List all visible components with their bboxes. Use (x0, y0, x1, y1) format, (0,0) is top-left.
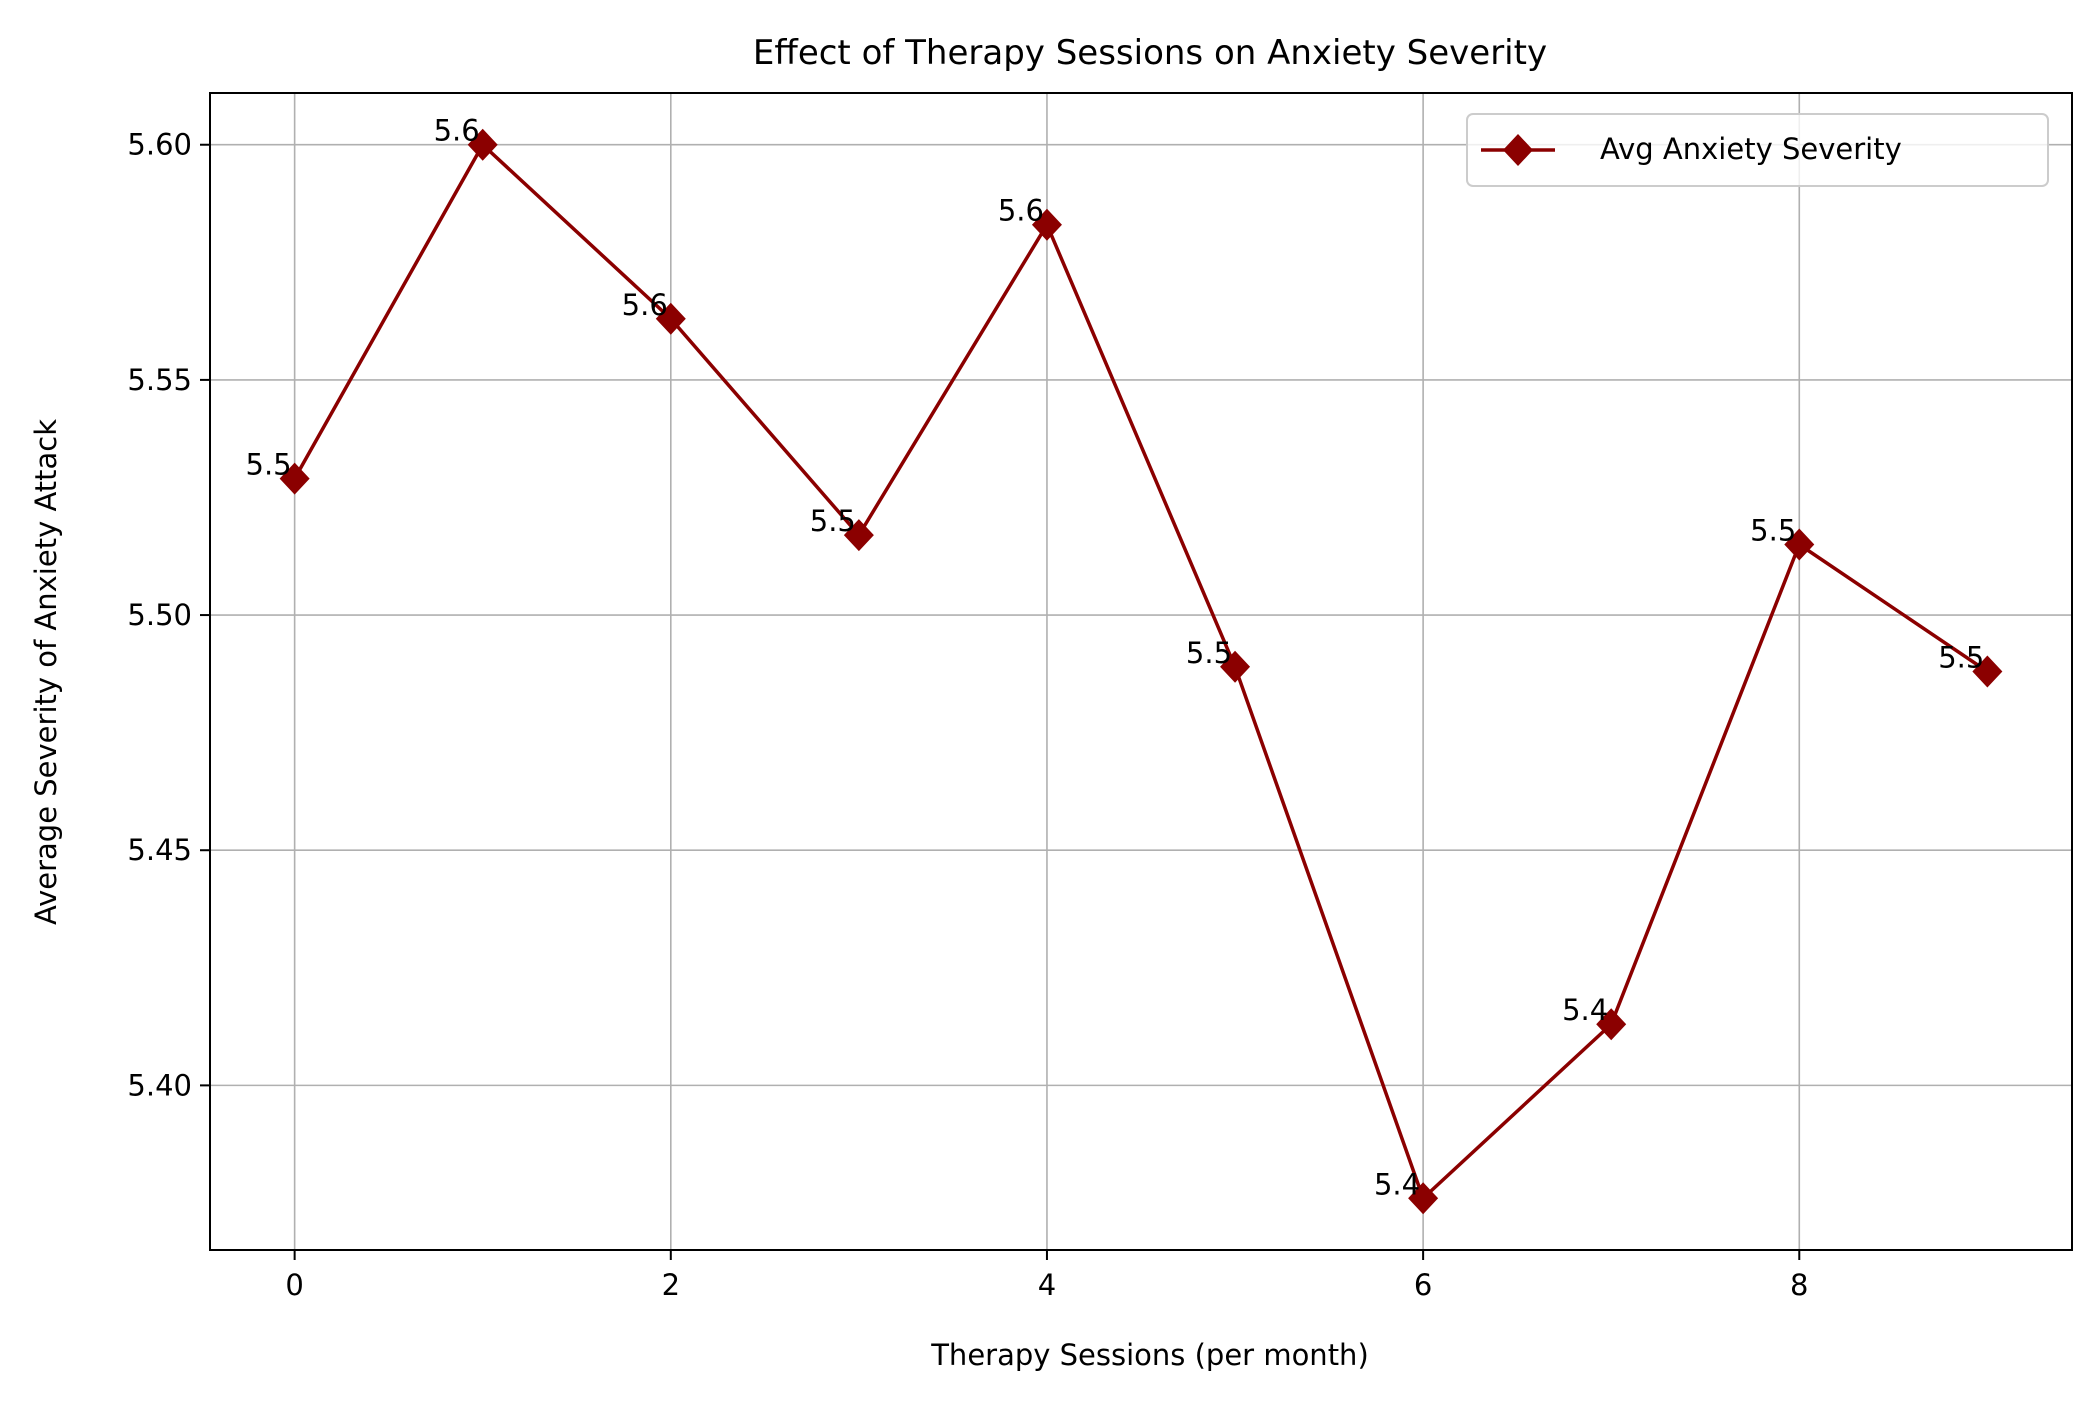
axis-ticks: 0 2 4 6 8 5.40 5.45 5.50 5.55 5.60 (127, 128, 1808, 1302)
data-point-label: 5.4 (1562, 993, 1608, 1027)
legend-entry-label: Avg Anxiety Severity (1600, 132, 1902, 166)
data-point-marker (843, 519, 874, 552)
data-point-label: 5.6 (622, 288, 668, 322)
series-line (293, 142, 1989, 1201)
y-tick-label: 5.45 (127, 833, 192, 867)
y-axis-title: Average Severity of Anxiety Attack (29, 419, 63, 925)
data-point-marker (279, 462, 310, 495)
series-layer: 5.5 5.6 5.6 5.5 5.6 5.5 5.4 5.4 5.5 5.5 (246, 114, 2003, 1215)
y-tick-label: 5.40 (127, 1068, 192, 1102)
chart-title: Effect of Therapy Sessions on Anxiety Se… (753, 33, 1547, 73)
data-point-label: 5.6 (998, 194, 1044, 228)
plot-area-frame (209, 92, 2073, 1251)
data-point-marker (1784, 528, 1815, 561)
data-point-marker (467, 128, 498, 161)
x-tick-label: 4 (1038, 1268, 1056, 1302)
data-point-label: 5.6 (434, 114, 480, 148)
legend: Avg Anxiety Severity (1466, 113, 2049, 187)
data-point-label: 5.5 (1186, 636, 1232, 670)
x-tick-label: 6 (1414, 1268, 1432, 1302)
data-point-label: 5.5 (1750, 514, 1796, 548)
data-point-marker (655, 302, 686, 335)
data-point-marker (1972, 655, 2003, 688)
legend-box (1466, 113, 2049, 187)
x-tick-label: 8 (1790, 1268, 1808, 1302)
y-tick-label: 5.50 (127, 598, 192, 632)
legend-diamond-marker (1503, 134, 1533, 166)
data-point-label: 5.5 (246, 448, 292, 482)
data-point-label: 5.5 (810, 504, 856, 538)
data-point-marker (1220, 650, 1251, 683)
data-point-label: 5.4 (1374, 1167, 1420, 1201)
x-axis-title: Therapy Sessions (per month) (930, 1338, 1369, 1372)
data-point-marker (1031, 208, 1062, 241)
y-tick-label: 5.60 (127, 128, 192, 162)
data-point-marker (1596, 1008, 1627, 1041)
data-point-marker (1408, 1182, 1439, 1215)
data-point-label: 5.5 (1938, 641, 1984, 675)
x-tick-label: 2 (662, 1268, 680, 1302)
y-tick-label: 5.55 (127, 363, 192, 397)
x-tick-label: 0 (285, 1268, 303, 1302)
